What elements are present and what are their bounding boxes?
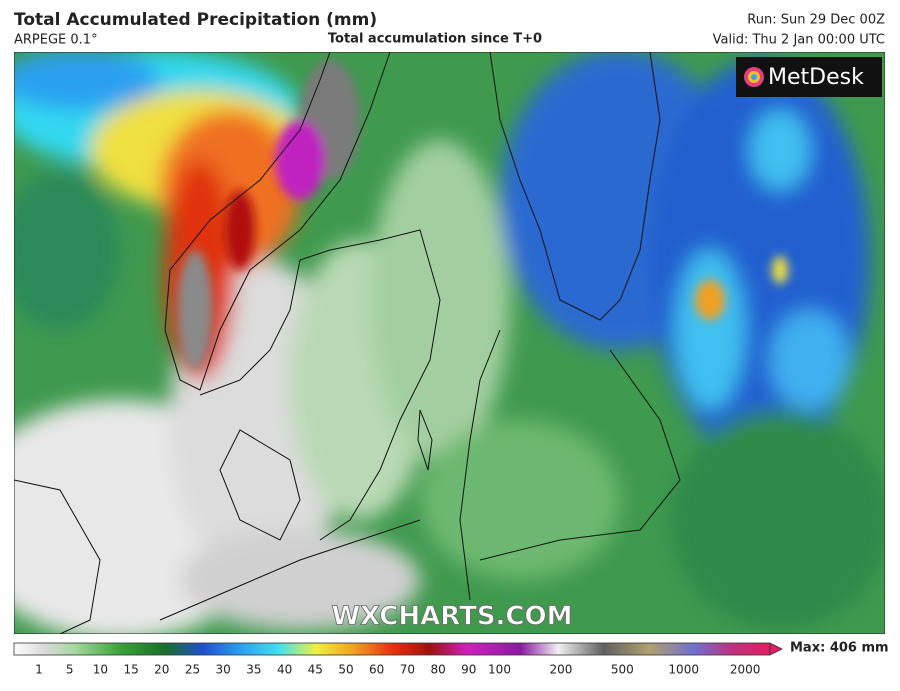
colorbar-tick-label: 10 bbox=[93, 663, 108, 677]
colorbar-tick-label: 40 bbox=[277, 663, 292, 677]
colorbar-tick-label: 50 bbox=[338, 663, 353, 677]
valid-time: Valid: Thu 2 Jan 00:00 UTC bbox=[713, 33, 885, 48]
logo-text: MetDesk bbox=[768, 65, 864, 90]
colorbar-arrow bbox=[769, 642, 783, 656]
title: Total Accumulated Precipitation (mm) bbox=[14, 10, 377, 30]
colorbar-tick-label: 30 bbox=[216, 663, 231, 677]
max-value: Max: 406 mm bbox=[790, 641, 889, 656]
colorbar-tick-label: 5 bbox=[66, 663, 74, 677]
colorbar-tick-label: 20 bbox=[154, 663, 169, 677]
colorbar-tick-label: 1 bbox=[35, 663, 43, 677]
colorbar-tick-label: 35 bbox=[246, 663, 261, 677]
logo: MetDesk bbox=[736, 57, 882, 97]
colorbar: Max: 406 mm 1 5 10 15 20 25 30 35 40 45 50 60 70 80 90… bbox=[13, 641, 889, 677]
colorbar-tick-label: 2000 bbox=[730, 663, 761, 677]
colorbar-tick-label: 25 bbox=[185, 663, 200, 677]
colorbar-tick-label: 45 bbox=[308, 663, 323, 677]
coastlines bbox=[14, 52, 681, 634]
colorbar-tick-label: 70 bbox=[400, 663, 415, 677]
run-time: Run: Sun 29 Dec 00Z bbox=[747, 13, 885, 28]
colorbar-tick-label: 200 bbox=[549, 663, 572, 677]
colorbar-tick-label: 100 bbox=[488, 663, 511, 677]
map: MetDesk WXCHARTS.COM bbox=[14, 52, 885, 634]
colorbar-tick-label: 1000 bbox=[668, 663, 699, 677]
colorbar-tick-label: 90 bbox=[461, 663, 476, 677]
subtitle: Total accumulation since T+0 bbox=[328, 32, 542, 47]
colorbar-tick-label: 80 bbox=[430, 663, 445, 677]
colorbar-tick-label: 15 bbox=[123, 663, 138, 677]
watermark: WXCHARTS.COM bbox=[331, 602, 572, 632]
colorbar-tick-label: 500 bbox=[611, 663, 634, 677]
colorbar-scale bbox=[13, 642, 771, 656]
model-name: ARPEGE 0.1° bbox=[14, 33, 98, 48]
colorbar-tick-label: 60 bbox=[369, 663, 384, 677]
